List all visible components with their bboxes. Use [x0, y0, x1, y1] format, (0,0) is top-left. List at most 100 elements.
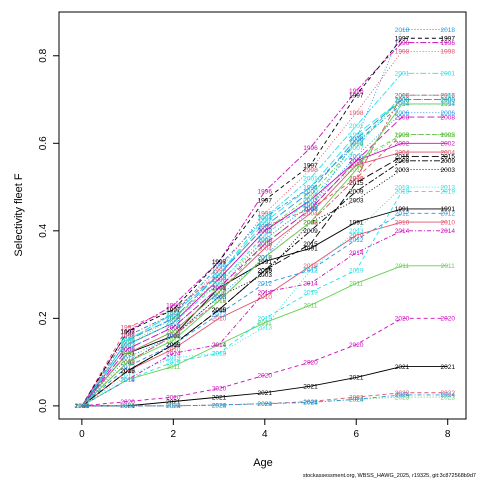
series-1997: 1997 1997 1997 1997 1997 1997 1997 1997 1997 [75, 36, 456, 411]
point-label-2009: 2009 [212, 307, 227, 314]
point-label-2005: 2005 [166, 329, 181, 336]
point-label-1991: 1991 [120, 351, 135, 358]
point-label-2010: 2010 [395, 219, 410, 226]
point-label-2023: 2023 [75, 403, 90, 410]
point-label-2019: 2019 [212, 351, 227, 358]
point-label-1996: 1996 [349, 88, 364, 95]
series-2006: 2006 2006 2006 2006 2006 2006 2006 2006 2006 [75, 110, 456, 410]
x-tick-label: 4 [262, 429, 268, 440]
series-line-2018 [81, 29, 448, 407]
point-label-2002: 2002 [303, 197, 318, 204]
x-tick-label: 8 [445, 429, 451, 440]
point-label-2022: 2022 [395, 390, 410, 397]
point-label-2000: 2000 [212, 272, 227, 279]
series-line-2012 [81, 212, 448, 407]
point-label-2014: 2014 [395, 228, 410, 235]
point-label-2019: 2019 [395, 189, 410, 196]
point-label-2016: 2016 [120, 359, 135, 366]
point-label-1995: 1995 [120, 338, 135, 345]
point-label-2017: 2017 [120, 359, 135, 366]
point-label-2002: 2002 [212, 276, 227, 283]
point-label-2007: 2007 [440, 92, 455, 99]
point-label-2016: 2016 [303, 219, 318, 226]
point-label-2019: 2019 [303, 289, 318, 296]
point-label-2020: 2020 [349, 342, 364, 349]
point-label-2012: 2012 [440, 211, 455, 218]
point-label-2012: 2012 [120, 364, 135, 371]
point-label-1995: 1995 [395, 97, 410, 104]
point-label-2016: 2016 [75, 403, 90, 410]
point-label-2010: 2010 [258, 294, 273, 301]
series-1994: 1994 1994 1994 1994 1994 1994 1994 1994 1994 [75, 101, 456, 410]
point-label-2024: 2024 [440, 392, 455, 399]
series-2012: 2012 2012 2012 2012 2012 2012 2012 2012 2012 [75, 211, 456, 411]
point-label-1992: 1992 [212, 272, 227, 279]
series-line-2024 [81, 394, 448, 407]
point-label-2007: 2007 [166, 320, 181, 327]
point-label-2015: 2015 [120, 368, 135, 375]
point-label-2013: 2013 [349, 228, 364, 235]
point-label-2005: 2005 [258, 241, 273, 248]
point-label-2013: 2013 [166, 355, 181, 362]
point-label-1999: 1999 [212, 276, 227, 283]
x-tick-label: 6 [353, 429, 359, 440]
point-label-2021: 2021 [120, 403, 135, 410]
series-line-1998 [81, 50, 448, 407]
point-label-1999: 1999 [75, 403, 90, 410]
point-label-1992: 1992 [395, 132, 410, 139]
point-label-2019: 2019 [120, 377, 135, 384]
point-label-2022: 2022 [166, 403, 181, 410]
point-label-2005: 2005 [212, 289, 227, 296]
series-line-2007 [81, 94, 448, 407]
point-label-2012: 2012 [212, 311, 227, 318]
point-label-1992: 1992 [120, 324, 135, 331]
point-label-2008: 2008 [303, 206, 318, 213]
point-label-1999: 1999 [303, 193, 318, 200]
point-label-1996: 1996 [120, 329, 135, 336]
point-label-2006: 2006 [258, 237, 273, 244]
point-label-2008: 2008 [395, 114, 410, 121]
point-label-2010: 2010 [120, 368, 135, 375]
series-2010: 2010 2010 2010 2010 2010 2010 2010 2010 2010 [75, 219, 456, 410]
point-label-2024: 2024 [120, 403, 135, 410]
point-label-2003: 2003 [349, 197, 364, 204]
point-label-1993: 1993 [395, 132, 410, 139]
point-label-2015: 2015 [212, 307, 227, 314]
point-label-2024: 2024 [75, 403, 90, 410]
point-label-1996: 1996 [212, 259, 227, 266]
point-label-2004: 2004 [212, 289, 227, 296]
point-label-2022: 2022 [75, 403, 90, 410]
point-label-2015: 2015 [303, 241, 318, 248]
point-label-2003: 2003 [440, 167, 455, 174]
series-line-1999 [81, 99, 448, 407]
series-1996: 1996 1996 1996 1996 1996 1996 1996 1996 1996 [75, 40, 456, 410]
point-label-2021: 2021 [75, 403, 90, 410]
point-label-2003: 2003 [395, 167, 410, 174]
point-label-2001: 2001 [120, 338, 135, 345]
series-line-2010 [81, 221, 448, 407]
point-label-2015: 2015 [349, 180, 364, 187]
point-label-2004: 2004 [349, 162, 364, 169]
point-label-2023: 2023 [395, 394, 410, 401]
point-label-1999: 1999 [120, 338, 135, 345]
series-2011: 2011 2011 2011 2011 2011 2011 2011 2011 2011 [75, 263, 455, 410]
point-label-2004: 2004 [120, 351, 135, 358]
series-2020: 2020 2020 2020 2020 2020 2020 2020 2020 2020 [75, 316, 456, 411]
point-label-2008: 2008 [75, 403, 90, 410]
series-2008: 2008 2008 2008 2008 2008 2008 2008 2008 2008 [75, 114, 456, 410]
point-label-2014: 2014 [120, 377, 135, 384]
point-label-2015: 2015 [440, 154, 455, 161]
point-label-2010: 2010 [75, 403, 90, 410]
point-label-1998: 1998 [75, 403, 90, 410]
point-label-2000: 2000 [258, 224, 273, 231]
point-label-2011: 2011 [395, 263, 409, 270]
series-1991: 1991 1991 1991 1991 1991 1991 1991 1991 1991 [75, 206, 456, 410]
point-label-2019: 2019 [440, 189, 455, 196]
point-label-2015: 2015 [75, 403, 90, 410]
point-label-2010: 2010 [212, 316, 227, 323]
point-label-1999: 1999 [440, 97, 455, 104]
point-label-1996: 1996 [303, 145, 318, 152]
point-label-2017: 2017 [349, 167, 364, 174]
point-label-2002: 2002 [120, 342, 135, 349]
point-label-2011: 2011 [441, 263, 455, 270]
